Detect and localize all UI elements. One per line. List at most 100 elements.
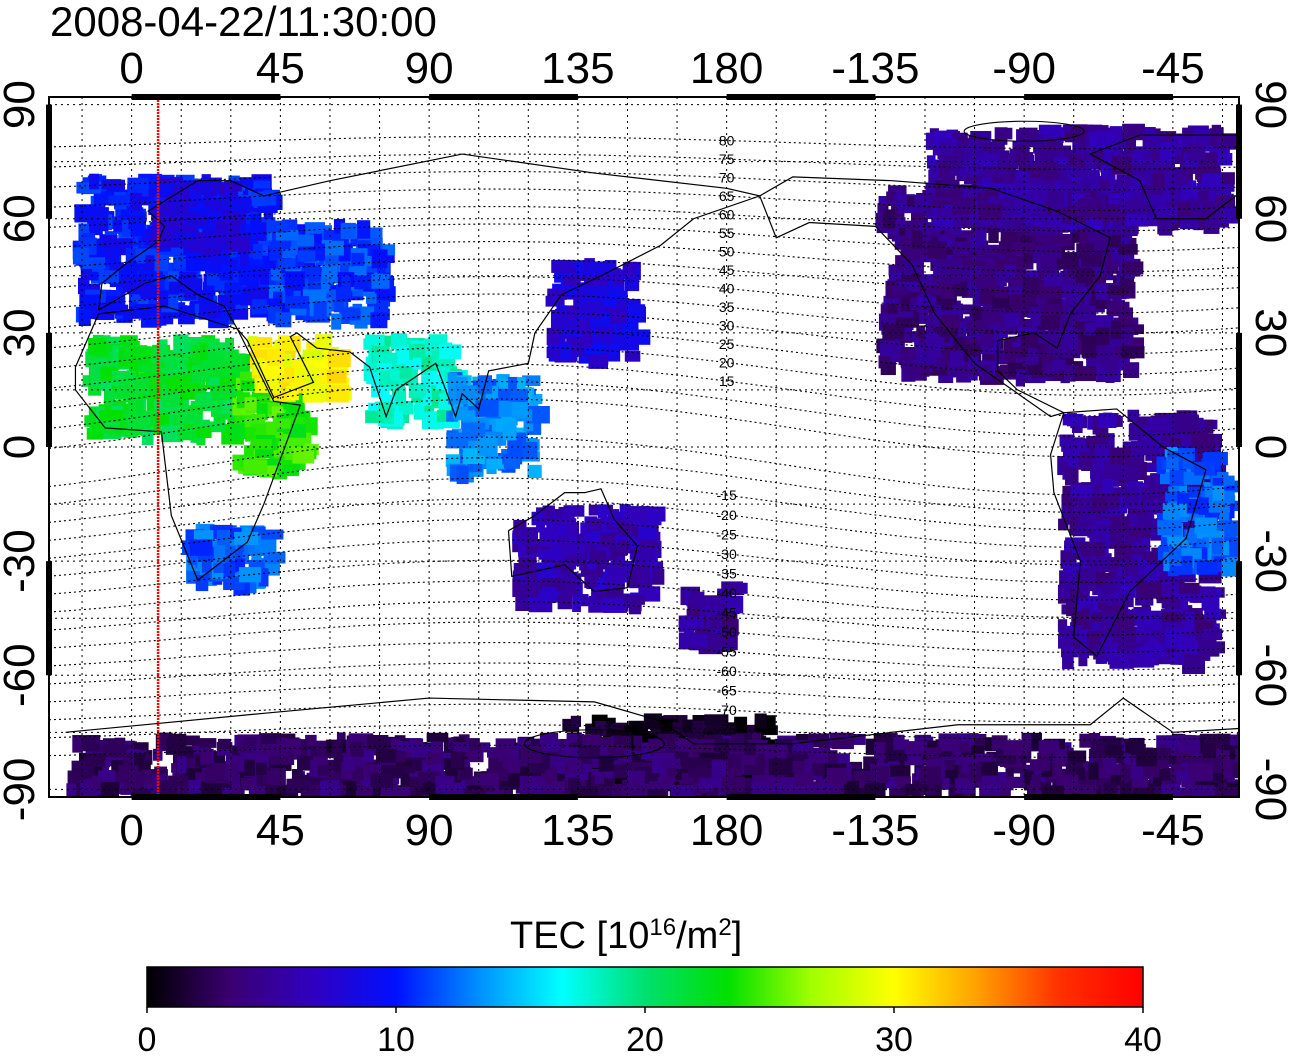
tec-cell xyxy=(397,366,412,379)
tec-cell xyxy=(476,436,498,456)
tec-cell xyxy=(1004,312,1020,328)
tec-cell xyxy=(290,432,312,444)
tec-cell xyxy=(572,594,581,612)
tec-cell xyxy=(377,263,386,274)
tec-cell xyxy=(695,765,707,777)
tec-cell xyxy=(1080,608,1090,627)
tec-cell xyxy=(447,372,458,388)
tec-cell xyxy=(1211,537,1224,555)
tec-cell xyxy=(1161,599,1181,609)
tec-cell xyxy=(1215,195,1236,209)
tec-cell xyxy=(608,562,631,576)
tec-cell xyxy=(1106,744,1123,756)
tec-cell xyxy=(1019,127,1038,142)
tec-cell xyxy=(244,180,255,197)
tec-cell xyxy=(1011,242,1036,254)
tec-cell xyxy=(666,763,678,777)
tec-cell xyxy=(354,275,377,290)
tec-cell xyxy=(522,527,538,546)
tec-cell xyxy=(1174,570,1196,583)
top-lon-tick-label: 135 xyxy=(541,44,614,93)
tec-cell xyxy=(920,296,944,307)
tec-cell xyxy=(1084,322,1096,336)
tec-cell xyxy=(792,740,814,753)
tec-cell xyxy=(487,747,499,758)
tec-cell xyxy=(1187,143,1206,161)
tec-cell xyxy=(564,556,574,575)
tec-cell xyxy=(1221,558,1239,577)
tec-cell xyxy=(78,309,91,327)
tec-cell xyxy=(1011,202,1032,213)
tec-cell xyxy=(607,744,624,759)
tec-cell xyxy=(568,759,582,774)
tec-cell xyxy=(251,552,262,567)
tec-cell xyxy=(940,777,950,790)
tec-cell xyxy=(72,734,83,753)
tec-cell xyxy=(1111,155,1133,175)
tec-cell xyxy=(76,181,101,194)
tec-cell xyxy=(988,228,999,244)
tec-cell xyxy=(365,410,384,423)
tec-cell xyxy=(1123,141,1135,155)
tec-cell xyxy=(251,192,266,207)
tec-cell xyxy=(1029,759,1050,771)
tec-cell xyxy=(1131,738,1142,755)
tec-cell xyxy=(1174,415,1200,434)
tec-cell xyxy=(981,365,993,382)
tec-cell xyxy=(224,762,239,781)
tec-cell xyxy=(677,748,689,767)
right-lat-tick-label: -60 xyxy=(1246,643,1292,707)
right-lat-tick-label: 30 xyxy=(1246,308,1292,357)
tec-cell xyxy=(209,366,231,378)
tec-cell xyxy=(621,785,643,797)
tec-cell xyxy=(258,568,269,587)
tec-cell xyxy=(1011,182,1032,196)
tec-cell xyxy=(375,748,396,763)
tec-cell xyxy=(636,514,662,526)
tec-cell xyxy=(315,243,325,261)
tec-cell xyxy=(341,275,351,289)
tec-cell xyxy=(1091,740,1105,758)
tec-cell xyxy=(1112,627,1137,642)
tec-cell xyxy=(1061,506,1072,522)
tec-cell xyxy=(1186,510,1202,521)
tec-cell xyxy=(1027,785,1041,795)
tec-cell xyxy=(1177,493,1189,504)
tec-cell xyxy=(1215,750,1236,762)
tec-cell xyxy=(1053,369,1063,381)
tec-cell xyxy=(1048,191,1064,207)
tec-cell xyxy=(1236,732,1239,748)
tec-cell xyxy=(510,388,529,402)
tec-cell xyxy=(266,220,289,233)
tec-cell xyxy=(1068,165,1087,177)
tec-cell xyxy=(1101,605,1126,618)
tec-cell xyxy=(98,770,116,782)
tec-cell xyxy=(260,529,284,540)
tec-cell xyxy=(203,338,220,353)
tec-cell xyxy=(1094,518,1115,529)
tec-cell xyxy=(115,304,129,316)
tec-cell xyxy=(588,518,602,532)
tec-cell xyxy=(118,764,142,783)
tec-cell xyxy=(89,173,99,190)
tec-cell xyxy=(245,427,256,442)
tec-cell xyxy=(133,742,149,753)
tec-cell xyxy=(900,354,914,369)
tec-cell xyxy=(563,275,581,287)
tec-cell xyxy=(272,418,291,429)
tec-cell xyxy=(261,743,287,756)
tec-cell xyxy=(1143,432,1163,449)
tec-cell xyxy=(495,738,517,758)
tec-cell xyxy=(1088,572,1097,590)
tec-cell xyxy=(1062,413,1084,426)
tec-cell xyxy=(1103,284,1128,296)
tec-cell xyxy=(1058,518,1069,531)
tec-cell xyxy=(142,769,152,782)
tec-cell xyxy=(254,749,264,760)
tec-cell xyxy=(464,789,486,797)
tec-cell xyxy=(218,738,231,750)
tec-cell xyxy=(963,363,980,376)
tec-cell xyxy=(888,264,910,276)
tec-cell xyxy=(493,779,505,797)
tec-cell xyxy=(1093,213,1103,230)
